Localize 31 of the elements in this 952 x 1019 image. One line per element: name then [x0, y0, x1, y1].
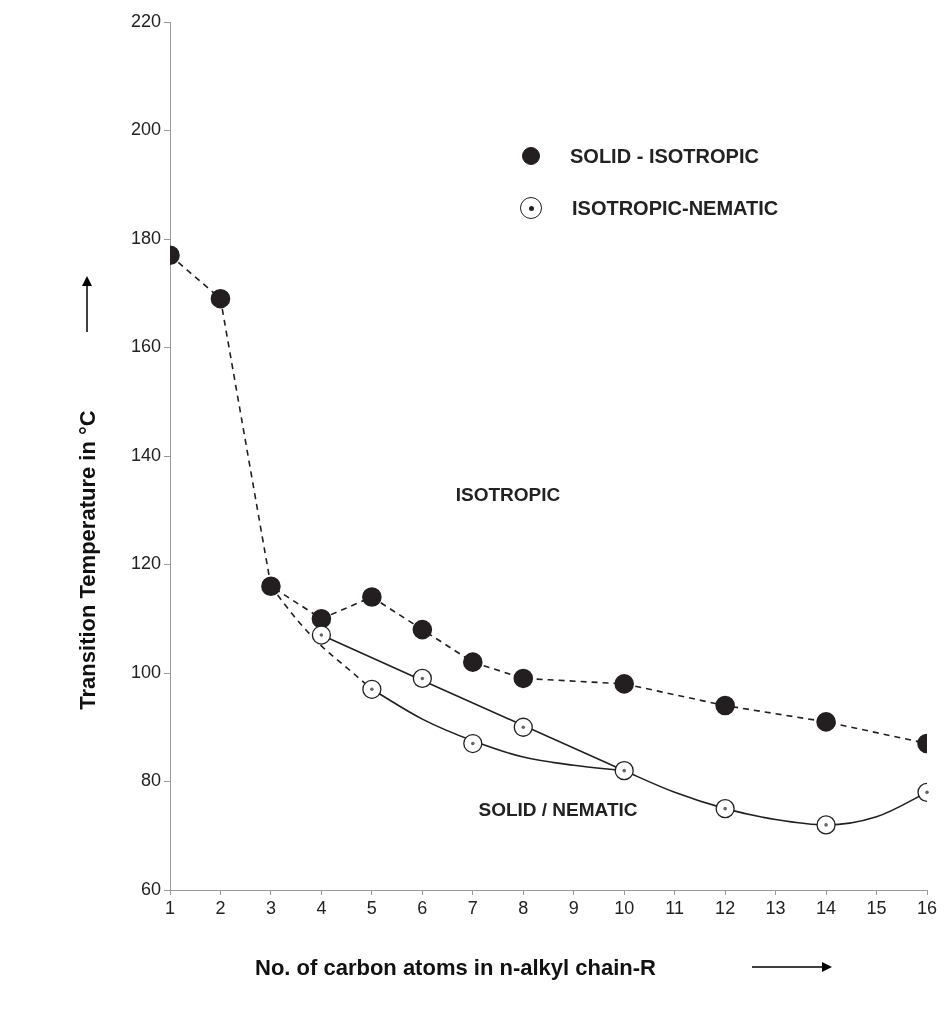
- x-tick-label: 11: [665, 897, 685, 918]
- x-tick-label: 16: [916, 897, 938, 918]
- x-tick-label: 14: [816, 897, 837, 918]
- x-tick-label: 8: [518, 897, 529, 918]
- annotation: ISOTROPIC: [455, 484, 561, 506]
- x-tick-label: 7: [467, 897, 478, 918]
- x-tick-label: 1: [164, 897, 176, 918]
- y-tick-label: 100: [130, 661, 161, 682]
- x-tick-label: 15: [866, 897, 887, 918]
- x-tick-label: 6: [417, 897, 428, 918]
- x-tick-label: 3: [265, 897, 276, 918]
- y-tick-label: 120: [130, 553, 161, 574]
- x-tick-label: 5: [366, 897, 377, 918]
- x-tick-label: 2: [215, 897, 226, 918]
- y-axis-title: Transition Temperature in °C: [75, 410, 101, 710]
- annotation: SOLID / NEMATIC: [478, 799, 638, 821]
- legend-label: ISOTROPIC-NEMATIC: [572, 196, 779, 220]
- y-tick-label: 220: [130, 10, 161, 31]
- y-tick-label: 80: [140, 770, 161, 791]
- x-axis-title: No. of carbon atoms in n-alkyl chain-R: [255, 955, 656, 981]
- x-tick-label: 4: [316, 897, 327, 918]
- y-tick-label: 180: [130, 227, 161, 248]
- y-tick-label: 140: [130, 444, 161, 465]
- y-tick-label: 200: [130, 119, 161, 140]
- x-tick-label: 13: [765, 897, 786, 918]
- x-tick-label: 12: [715, 897, 736, 918]
- y-tick-label: 60: [140, 878, 161, 899]
- x-tick-label: 9: [568, 897, 579, 918]
- y-tick-label: 160: [130, 336, 161, 357]
- x-tick-label: 10: [614, 897, 635, 918]
- legend-label: SOLID - ISOTROPIC: [570, 144, 759, 168]
